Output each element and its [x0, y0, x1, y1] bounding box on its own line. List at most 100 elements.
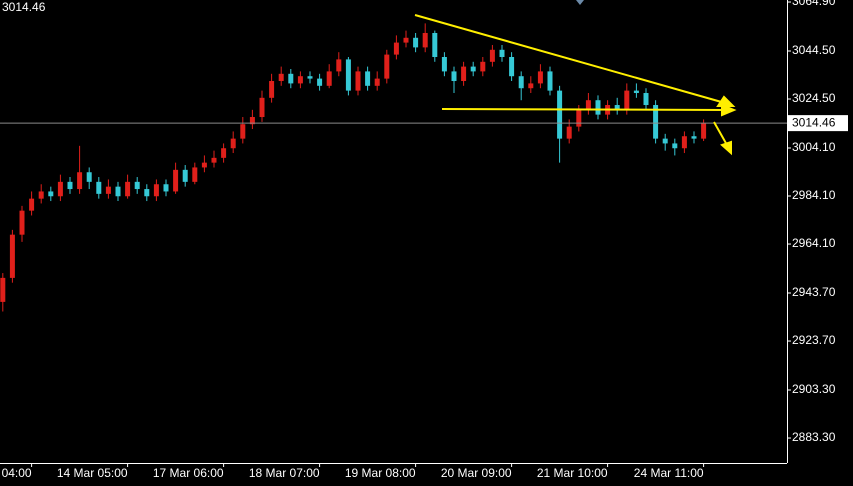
candle-body: [86, 172, 92, 182]
support-line: [441, 108, 726, 111]
candle-body: [614, 105, 620, 110]
candle-body: [249, 117, 255, 125]
candle-body: [326, 71, 332, 86]
candle-body: [355, 71, 361, 91]
candle-body: [403, 37, 409, 43]
arrowhead: [721, 103, 737, 117]
candle-body: [144, 189, 150, 197]
candle-body: [182, 169, 188, 182]
x-tick-label: 17 Mar 06:00: [153, 466, 224, 480]
candle-body: [672, 143, 678, 149]
candle-body: [288, 73, 294, 84]
candle-body: [557, 90, 563, 139]
x-tick-label: 21 Mar 10:00: [537, 466, 608, 480]
candle-body: [681, 136, 687, 149]
y-tick-label: 3044.50: [792, 43, 836, 57]
y-tick-label: 3024.50: [792, 91, 836, 105]
candle-body: [134, 181, 140, 190]
candle-body: [67, 181, 73, 190]
y-tick-label: 3004.10: [792, 140, 836, 154]
arrow-line: [713, 121, 728, 146]
candle-body: [345, 59, 351, 91]
candle-body: [537, 71, 543, 84]
candle-body: [57, 181, 63, 197]
x-tick-label: 18 Mar 07:00: [249, 466, 320, 480]
chart-title: 3014.46: [2, 0, 46, 14]
candle-body: [307, 76, 313, 79]
candle-body: [105, 186, 111, 194]
candle-body: [643, 93, 649, 106]
candle-body: [230, 138, 236, 149]
trendline: [414, 14, 726, 104]
x-tick-label: 04:00: [2, 466, 32, 480]
marker: [576, 0, 584, 5]
candle-body: [336, 59, 342, 72]
candle-body: [9, 234, 15, 278]
candle-body: [518, 76, 524, 89]
x-tick-label: 19 Mar 08:00: [345, 466, 416, 480]
candle-body: [701, 123, 707, 139]
x-tick-label: 20 Mar 09:00: [441, 466, 512, 480]
candle-body: [192, 167, 198, 182]
candle-body: [48, 191, 54, 197]
candle-body: [528, 83, 534, 89]
candle-body: [259, 97, 265, 118]
candle-body: [432, 32, 438, 57]
candle-body: [297, 76, 303, 84]
candle-body: [633, 90, 639, 94]
candle-body: [576, 109, 582, 127]
candle-body: [211, 157, 217, 163]
candle-body: [77, 172, 83, 190]
y-tick-label: 2964.10: [792, 236, 836, 250]
drawings: [414, 14, 737, 156]
price-label-box: [788, 115, 848, 132]
candle-body: [173, 169, 179, 192]
candle-body: [153, 184, 159, 197]
candle-body: [441, 56, 447, 72]
candle-body: [96, 181, 102, 194]
candle-body: [566, 126, 572, 139]
price-label: 3014.46: [792, 115, 836, 129]
candle-body: [393, 42, 399, 55]
candle-body: [38, 191, 44, 199]
candle-body: [384, 54, 390, 79]
candle-body: [221, 148, 227, 158]
candle-body: [240, 124, 246, 139]
candle-body: [115, 186, 121, 197]
candle-body: [0, 277, 6, 302]
candle-body: [317, 78, 323, 86]
y-tick-label: 2903.30: [792, 382, 836, 396]
candle-body: [19, 210, 25, 235]
candle-body: [269, 81, 275, 98]
y-tick-label: 3064.90: [792, 0, 836, 8]
y-tick-label: 2984.10: [792, 188, 836, 202]
candle-body: [413, 37, 419, 48]
candle-body: [201, 162, 207, 168]
y-tick-label: 2883.30: [792, 430, 836, 444]
candle-body: [163, 184, 169, 192]
candle-body: [125, 181, 131, 197]
y-tick-label: 2943.70: [792, 285, 836, 299]
arrowhead: [720, 140, 732, 156]
candle-body: [278, 73, 284, 82]
x-tick-label: 14 Mar 05:00: [57, 466, 128, 480]
candle-body: [624, 90, 630, 110]
candle-body: [470, 66, 476, 72]
candle-body: [480, 61, 486, 72]
candle-body: [374, 78, 380, 86]
x-tick-label: 24 Mar 11:00: [634, 466, 704, 480]
candle-body: [461, 66, 467, 82]
candle-body: [653, 105, 659, 139]
candle-body: [29, 198, 35, 211]
candle-body: [422, 32, 428, 48]
candle-body: [509, 56, 515, 77]
candle-body: [489, 49, 495, 62]
candle-body: [451, 71, 457, 82]
candle-body: [691, 136, 697, 139]
candle-body: [595, 100, 601, 115]
candle-body: [365, 71, 371, 86]
candle-body: [662, 138, 668, 144]
candle-body: [547, 71, 553, 91]
